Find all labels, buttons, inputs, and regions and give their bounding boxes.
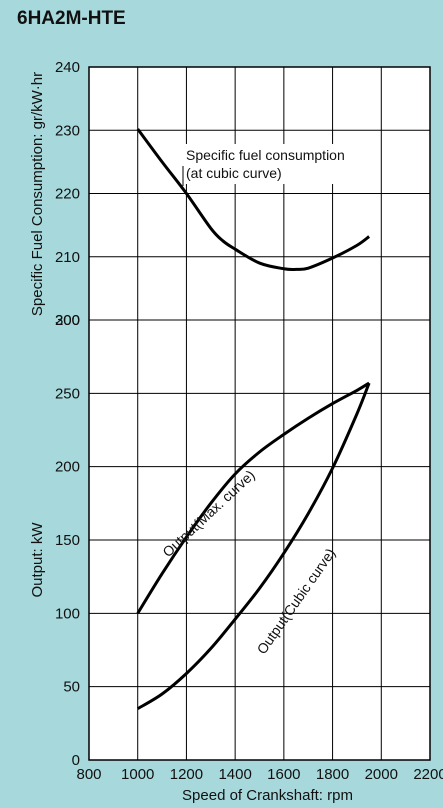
sfc-label-line2: (at cubic curve) — [186, 165, 282, 181]
series-layer — [136, 128, 371, 710]
tick-labels: 800 1000 1200 1400 1600 1800 2000 2200200210220… — [55, 59, 443, 783]
sfc-label-line1: Specific fuel consumption — [186, 147, 345, 163]
x-tick-label: 2000 — [365, 766, 398, 783]
x-tick-label: 1600 — [267, 766, 300, 783]
y-tick-label-sfc: 240 — [55, 59, 80, 76]
sfc-curve — [136, 128, 371, 272]
axis-labels: Speed of Crankshaft: rpm Specific Fuel Co… — [29, 72, 353, 804]
y-tick-label-output: 300 — [55, 312, 80, 329]
y-tick-label-output: 0 — [72, 752, 80, 769]
y-tick-label-sfc: 210 — [55, 249, 80, 266]
y-tick-label-sfc: 200 — [55, 312, 80, 329]
y-tick-label-output: 150 — [55, 532, 80, 549]
chart-grid — [88, 66, 431, 761]
output-cubic-curve — [136, 382, 371, 710]
output-max-curve — [136, 381, 370, 615]
x-tick-label: 800 — [76, 766, 101, 783]
x-tick-label: 1400 — [218, 766, 251, 783]
y-tick-label-output: 100 — [55, 605, 80, 622]
y-tick-label-output: 250 — [55, 385, 80, 402]
sfc-label-background — [183, 144, 373, 184]
x-tick-label: 1800 — [316, 766, 349, 783]
x-tick-label: 1000 — [121, 766, 154, 783]
y-axis-label-sfc: Specific Fuel Consumption: gr/kW·hr — [29, 72, 46, 316]
y-tick-label-output: 50 — [63, 679, 80, 696]
x-tick-label: 1200 — [170, 766, 203, 783]
y-tick-label-sfc: 220 — [55, 186, 80, 203]
y-tick-label-output: 200 — [55, 459, 80, 476]
page-title: 6HA2M-HTE — [17, 8, 126, 29]
x-tick-label: 2200 — [413, 766, 443, 783]
y-axis-label-output: Output: kW — [29, 522, 46, 598]
x-axis-label: Speed of Crankshaft: rpm — [182, 787, 353, 804]
y-tick-label-sfc: 230 — [55, 122, 80, 139]
